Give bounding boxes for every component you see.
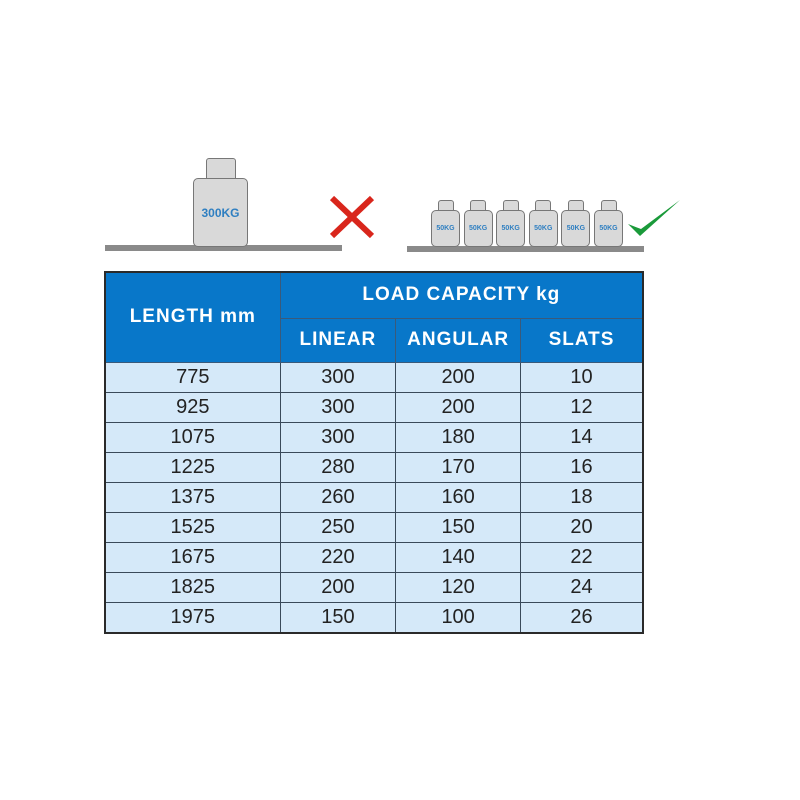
table-row: 1225 280 170 16	[104, 451, 644, 483]
shelf-bar-right	[407, 246, 644, 252]
cell-slats: 22	[520, 541, 644, 573]
cross-icon	[329, 195, 375, 239]
header-angular: ANGULAR	[395, 317, 522, 363]
small-weight-label: 50KG	[463, 210, 493, 247]
cell-slats: 24	[520, 571, 644, 603]
table-row: 1675 220 140 22	[104, 541, 644, 573]
cell-length: 1825	[104, 571, 281, 603]
cell-linear: 300	[279, 391, 397, 423]
table-row: 1825 200 120 24	[104, 571, 644, 603]
cell-angular: 120	[395, 571, 522, 603]
cell-angular: 170	[395, 451, 522, 483]
cell-length: 1525	[104, 511, 281, 543]
small-weight-icon: 50KG	[528, 200, 558, 247]
table-row: 775 300 200 10	[104, 361, 644, 393]
cell-angular: 150	[395, 511, 522, 543]
cell-linear: 280	[279, 451, 397, 483]
checkmark-icon	[628, 200, 680, 236]
cell-angular: 200	[395, 361, 522, 393]
cell-linear: 150	[279, 601, 397, 633]
table-row: 1375 260 160 18	[104, 481, 644, 513]
heavy-weight-label: 300KG	[193, 178, 248, 247]
cell-linear: 200	[279, 571, 397, 603]
table-row: 1525 250 150 20	[104, 511, 644, 543]
cell-angular: 160	[395, 481, 522, 513]
cell-linear: 300	[279, 361, 397, 393]
cell-slats: 10	[520, 361, 644, 393]
small-weight-label: 50KG	[594, 210, 623, 247]
cell-length: 925	[104, 391, 281, 423]
cell-linear: 300	[279, 421, 397, 453]
cell-slats: 16	[520, 451, 644, 483]
cell-linear: 260	[279, 481, 397, 513]
cell-angular: 100	[395, 601, 522, 633]
cell-length: 1075	[104, 421, 281, 453]
header-linear: LINEAR	[279, 317, 397, 363]
cell-angular: 200	[395, 391, 522, 423]
table-row: 925 300 200 12	[104, 391, 644, 423]
small-weight-label: 50KG	[496, 210, 526, 247]
small-weight-icon: 50KG	[561, 200, 591, 247]
small-weight-label: 50KG	[561, 210, 591, 247]
header-load-capacity: LOAD CAPACITY kg	[279, 271, 644, 319]
heavy-weight-icon: 300KG	[193, 158, 248, 247]
small-weight-label: 50KG	[528, 210, 558, 247]
shelf-bar-left	[105, 245, 342, 251]
cell-length: 1375	[104, 481, 281, 513]
header-length: LENGTH mm	[104, 271, 281, 363]
cell-length: 1975	[104, 601, 281, 633]
cell-linear: 250	[279, 511, 397, 543]
cell-length: 1675	[104, 541, 281, 573]
cell-angular: 180	[395, 421, 522, 453]
load-capacity-table: LENGTH mm LOAD CAPACITY kg LINEAR ANGULA…	[104, 271, 644, 634]
cell-length: 1225	[104, 451, 281, 483]
cell-slats: 20	[520, 511, 644, 543]
cell-slats: 12	[520, 391, 644, 423]
table-row: 1075 300 180 14	[104, 421, 644, 453]
cell-slats: 18	[520, 481, 644, 513]
cell-slats: 14	[520, 421, 644, 453]
small-weight-icon: 50KG	[496, 200, 526, 247]
table-row: 1975 150 100 26	[104, 601, 644, 633]
header-slats: SLATS	[520, 317, 644, 363]
small-weight-label: 50KG	[431, 210, 460, 247]
small-weight-icon: 50KG	[463, 200, 493, 247]
cell-slats: 26	[520, 601, 644, 633]
small-weight-icon: 50KG	[594, 200, 623, 247]
small-weight-icon: 50KG	[431, 200, 460, 247]
cell-length: 775	[104, 361, 281, 393]
cell-linear: 220	[279, 541, 397, 573]
cell-angular: 140	[395, 541, 522, 573]
